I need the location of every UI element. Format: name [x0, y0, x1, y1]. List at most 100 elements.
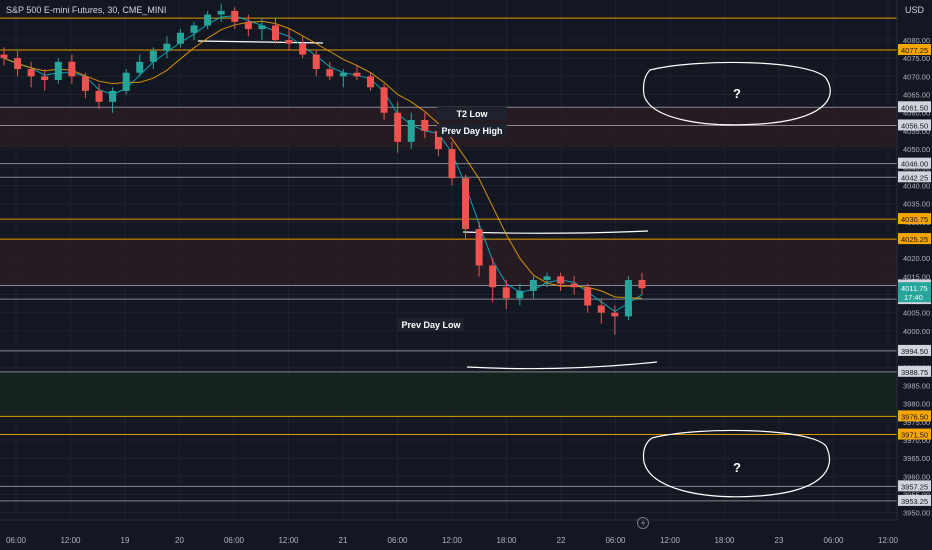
- candle-body: [326, 69, 334, 77]
- level-price-label: 4061.50: [901, 103, 928, 112]
- level-price-label: 3976.50: [901, 412, 928, 421]
- level-price-label: 3971.50: [901, 431, 928, 440]
- candle-body: [353, 72, 361, 77]
- time-tick-label: 18:00: [714, 536, 735, 545]
- candle-body: [271, 25, 279, 40]
- annotation-label[interactable]: Prev Day Low: [401, 320, 461, 330]
- level-price-tag[interactable]: [898, 480, 931, 492]
- time-tick-label: 22: [557, 536, 566, 545]
- candle-body: [516, 290, 524, 299]
- question-mark-label[interactable]: ?: [733, 86, 741, 101]
- price-tick-label: 4035.00: [903, 200, 930, 209]
- time-tick-label: 12:00: [278, 536, 299, 545]
- last-price-label: 4011.75: [901, 284, 928, 293]
- level-price-label: 3994.50: [901, 347, 928, 356]
- candle-body: [163, 43, 171, 51]
- candle-body: [244, 21, 252, 30]
- price-tick-label: 4060.00: [903, 109, 930, 118]
- price-tick-label: 3965.00: [903, 454, 930, 463]
- time-tick-label: 23: [775, 536, 784, 545]
- time-tick-label: 06:00: [6, 536, 27, 545]
- candle-body: [624, 280, 632, 317]
- trend-line[interactable]: [462, 230, 649, 234]
- price-tick-label: 4015.00: [903, 272, 930, 281]
- price-tick-label: 3985.00: [903, 381, 930, 390]
- user-drawings[interactable]: [197, 40, 831, 498]
- annotation-label[interactable]: T2 Low: [457, 109, 489, 119]
- candle-body: [584, 287, 592, 306]
- level-price-label: 4042.25: [901, 173, 928, 182]
- candle-body: [0, 54, 8, 59]
- jump-to-realtime-icon[interactable]: [637, 517, 649, 529]
- price-tick-label: 3975.00: [903, 418, 930, 427]
- level-price-tag[interactable]: [898, 365, 931, 377]
- level-price-tag[interactable]: [898, 344, 931, 356]
- price-tick-label: 4050.00: [903, 145, 930, 154]
- zone-green: [0, 371, 897, 417]
- level-price-tag[interactable]: [898, 410, 931, 422]
- target-ellipse[interactable]: [642, 429, 831, 498]
- level-price-tag[interactable]: [898, 213, 931, 225]
- price-axis-bg: [897, 0, 932, 550]
- candle-body: [204, 14, 212, 26]
- candle-body: [81, 76, 89, 91]
- candle-body: [68, 61, 76, 77]
- candle-body: [502, 287, 510, 299]
- level-price-tag[interactable]: [898, 119, 931, 131]
- candle-body: [312, 54, 320, 70]
- candle-body: [41, 76, 49, 80]
- time-tick-label: 06:00: [605, 536, 626, 545]
- annotation-box: [437, 124, 507, 137]
- level-price-tag[interactable]: [898, 44, 931, 55]
- level-price-tag[interactable]: [898, 171, 931, 183]
- annotation-label[interactable]: Prev Day High: [441, 126, 502, 136]
- candle-body: [448, 149, 456, 179]
- last-price-tag[interactable]: [898, 282, 931, 303]
- candles: [0, 3, 646, 335]
- zone-red: [0, 239, 897, 286]
- candle-body: [529, 280, 537, 291]
- time-tick-label: 12:00: [60, 536, 81, 545]
- level-price-tag[interactable]: [898, 233, 931, 245]
- annotations[interactable]: T2 Low Prev Day High Prev Day Low??: [398, 86, 741, 475]
- candle-body: [407, 120, 415, 142]
- time-tick-label: 19: [121, 536, 130, 545]
- symbol-title: S&P 500 E-mini Futures, 30, CME_MINI: [6, 5, 166, 15]
- candle-body: [394, 112, 402, 142]
- time-tick-label: 12:00: [442, 536, 463, 545]
- time-tick-label: 21: [339, 536, 348, 545]
- candle-body: [380, 87, 388, 113]
- time-tick-label: 06:00: [224, 536, 245, 545]
- price-axis[interactable]: 3950.003955.003960.003965.003970.003975.…: [896, 0, 932, 550]
- candle-body: [434, 130, 442, 150]
- target-ellipse[interactable]: [642, 61, 831, 126]
- level-price-tag[interactable]: [898, 101, 931, 113]
- time-tick-label: 06:00: [387, 536, 408, 545]
- time-axis[interactable]: 06:00 12:00 19 20 06:00 12:00 21 06:00 12:00 18:0…: [0, 519, 932, 550]
- candle-body: [299, 43, 307, 55]
- candle-body: [570, 283, 578, 288]
- price-tick-label: 4065.00: [903, 91, 930, 100]
- price-tick-label: 3960.00: [903, 472, 930, 481]
- price-tick-label: 3980.00: [903, 400, 930, 409]
- level-price-tag[interactable]: [898, 157, 931, 169]
- trend-line[interactable]: [466, 361, 658, 370]
- time-axis-bg: [0, 520, 932, 550]
- question-mark-label[interactable]: ?: [733, 460, 741, 475]
- time-tick-label: 12:00: [660, 536, 681, 545]
- candle-body: [136, 61, 144, 73]
- time-tick-label: 20: [175, 536, 184, 545]
- candle-body: [149, 50, 157, 62]
- level-price-tag[interactable]: [898, 494, 931, 506]
- level-price-label: 4030.75: [901, 215, 928, 224]
- level-price-tag[interactable]: [898, 428, 931, 440]
- currency-label: USD: [905, 5, 925, 15]
- level-price-label: 3988.75: [901, 368, 928, 377]
- level-price-label: 4025.25: [901, 235, 928, 244]
- candle-body: [95, 90, 103, 102]
- price-tick-label: 3970.00: [903, 436, 930, 445]
- level-price-label: 4077.25: [901, 46, 928, 55]
- price-tick-label: 4055.00: [903, 127, 930, 136]
- candle-body: [109, 90, 117, 102]
